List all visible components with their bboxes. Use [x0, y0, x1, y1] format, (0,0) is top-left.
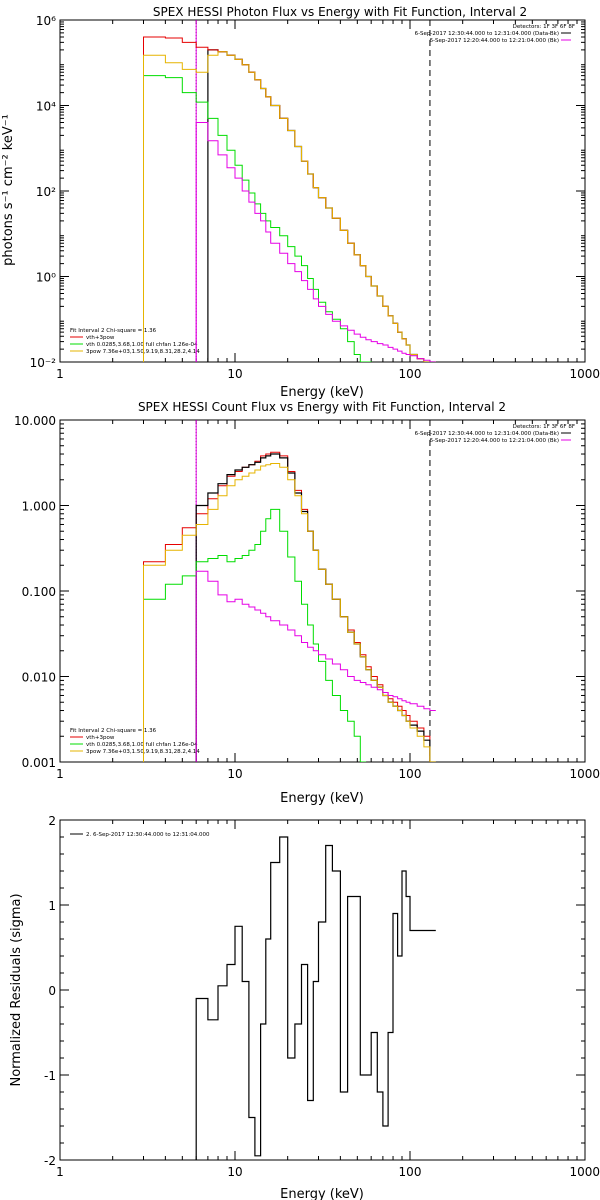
count-flux-annotations: Detectors: 1F 3F 6F 8F 6-Sep-2017 12:30:… [70, 424, 575, 755]
photon-flux-x-tick-label: 1 [56, 367, 64, 381]
photon-flux-detectors-label: Detectors: 1F 3F 6F 8F [513, 24, 575, 30]
count-flux-x-ticks: 1 10 100 1000 [56, 420, 600, 781]
count-flux-y-tick-label: 0.010 [22, 671, 56, 685]
photon-flux-panel: SPEX HESSI Photon Flux vs Energy with Fi… [1, 5, 600, 400]
residuals-ylabel: Normalized Residuals (sigma) [9, 893, 24, 1086]
photon-flux-series-2 [143, 75, 372, 362]
count-flux-legend-thermal: vth 0.0285,3.68,1.00 full chfan 1.26e-04 [86, 742, 198, 748]
photon-flux-data-interval: 6-Sep-2017 12:30:44.000 to 12:31:04.000 … [415, 31, 559, 37]
residuals-y-tick-label: 0 [48, 984, 56, 998]
count-flux-y-tick-label: 1.000 [22, 500, 56, 514]
residuals-y-ticks: -2 -1 0 1 2 [44, 814, 585, 1168]
residuals-y-tick-label: 2 [48, 814, 56, 828]
residuals-x-tick-label: 100 [399, 1165, 422, 1179]
photon-flux-legend-thermal: vth 0.0285,3.68,1.00 full chfan 1.26e-04 [86, 342, 198, 348]
photon-flux-series-1 [143, 36, 436, 362]
residuals-y-tick-label: -2 [44, 1154, 56, 1168]
residuals-x-ticks: 1 10 100 1000 [56, 820, 600, 1179]
residuals-y-tick-label: 1 [48, 899, 56, 913]
count-flux-series-0 [143, 451, 436, 762]
photon-flux-fit-info: Fit Interval 2 Chi-square = 1.36 [70, 328, 157, 334]
residuals-panel: Energy (keV) Normalized Residuals (sigma… [9, 814, 600, 1200]
photon-flux-x-tick-label: 100 [399, 367, 422, 381]
photon-flux-y-tick-label: 10⁶ [36, 14, 56, 28]
count-flux-series-4 [195, 570, 436, 762]
photon-flux-y-tick-label: 10⁰ [36, 271, 56, 285]
count-flux-plot-frame [59, 419, 586, 763]
photon-flux-bk-interval: 6-Sep-2017 12:20:44.000 to 12:21:04.000 … [430, 38, 560, 44]
count-flux-y-tick-label: 0.100 [22, 585, 56, 599]
residuals-series-0 [195, 836, 436, 1160]
count-flux-xlabel: Energy (keV) [280, 791, 364, 806]
residuals-plot-frame [59, 819, 586, 1161]
photon-flux-legend-total: vth+3pow [86, 335, 115, 341]
count-flux-y-tick-label: 10.000 [14, 414, 56, 428]
residuals-annotations: 2. 6-Sep-2017 12:30:44.000 to 12:31:04.0… [70, 832, 210, 838]
count-flux-detectors-label: Detectors: 1F 3F 6F 8F [513, 424, 575, 430]
count-flux-x-tick-label: 100 [399, 767, 422, 781]
count-flux-legend-total: vth+3pow [86, 735, 115, 741]
photon-flux-y-tick-label: 10² [36, 185, 56, 199]
photon-flux-series-3 [143, 51, 436, 362]
residuals-y-tick-label: -1 [44, 1069, 56, 1083]
photon-flux-ylabel: photons s⁻¹ cm⁻² keV⁻¹ [1, 114, 16, 266]
photon-flux-y-tick-label: 10⁴ [36, 100, 56, 114]
residuals-x-tick-label: 1000 [569, 1165, 600, 1179]
photon-flux-x-tick-label: 1000 [569, 367, 600, 381]
count-flux-bk-interval: 6-Sep-2017 12:20:44.000 to 12:21:04.000 … [430, 438, 560, 444]
residuals-x-tick-label: 10 [227, 1165, 242, 1179]
photon-flux-plot-frame [59, 19, 586, 363]
count-flux-y-ticks: 0.001 0.010 0.100 1.000 10.000 [14, 414, 585, 770]
residuals-x-tick-label: 1 [56, 1165, 64, 1179]
residuals-legend-interval: 2. 6-Sep-2017 12:30:44.000 to 12:31:04.0… [86, 832, 210, 838]
count-flux-x-tick-label: 10 [227, 767, 242, 781]
count-flux-panel: SPEX HESSI Count Flux vs Energy with Fit… [14, 400, 600, 806]
count-flux-x-tick-label: 1 [56, 767, 64, 781]
photon-flux-xlabel: Energy (keV) [280, 385, 364, 400]
photon-flux-title: SPEX HESSI Photon Flux vs Energy with Fi… [153, 5, 527, 19]
count-flux-series-3 [143, 463, 436, 762]
photon-flux-series-0 [207, 49, 436, 362]
photon-flux-annotations: Detectors: 1F 3F 6F 8F 6-Sep-2017 12:30:… [70, 24, 575, 355]
photon-flux-x-ticks: 1 10 100 1000 [56, 20, 600, 381]
count-flux-data-interval: 6-Sep-2017 12:30:44.000 to 12:31:04.000 … [415, 431, 559, 437]
residuals-xlabel: Energy (keV) [280, 1187, 364, 1200]
count-flux-fit-info: Fit Interval 2 Chi-square = 1.36 [70, 728, 157, 734]
count-flux-series-2 [143, 508, 367, 762]
count-flux-series-1 [195, 453, 436, 762]
photon-flux-series-4 [195, 122, 436, 362]
photon-flux-y-ticks: 10⁻² 10⁰ 10² 10⁴ 10⁶ [30, 14, 585, 370]
photon-flux-x-tick-label: 10 [227, 367, 242, 381]
count-flux-title: SPEX HESSI Count Flux vs Energy with Fit… [138, 400, 506, 414]
photon-flux-y-tick-label: 10⁻² [30, 356, 57, 370]
count-flux-x-tick-label: 1000 [569, 767, 600, 781]
count-flux-y-tick-label: 0.001 [22, 756, 56, 770]
